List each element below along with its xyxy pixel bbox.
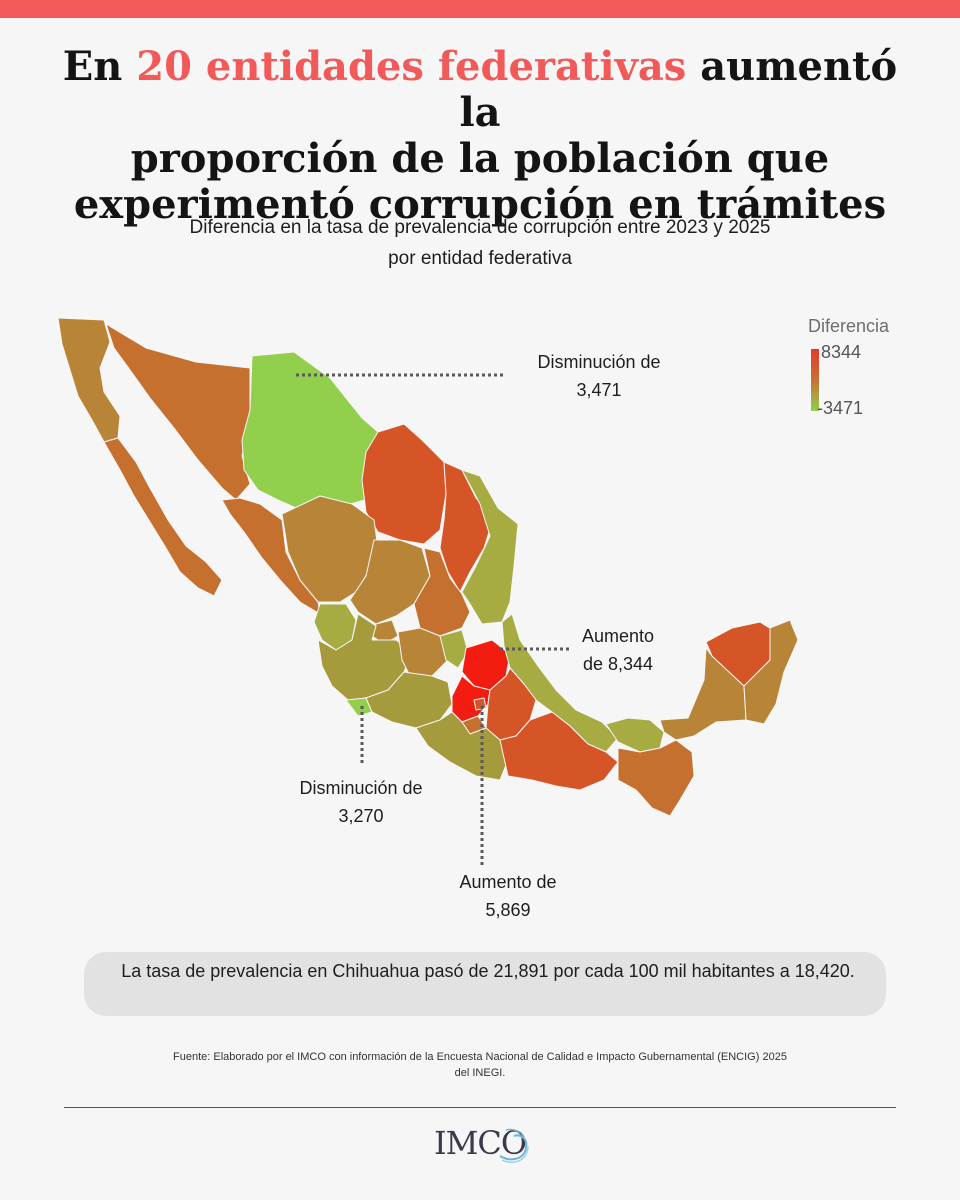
state-baja-california-sur <box>103 437 223 597</box>
note-text: La tasa de prevalencia en Chihuahua pasó… <box>121 961 855 981</box>
callout-chihuahua-line-1: Disminución de <box>537 352 661 372</box>
subtitle-line-2: por entidad federativa <box>388 248 572 269</box>
state-tamaulipas <box>461 469 519 625</box>
mexico-choropleth-map <box>57 317 799 868</box>
note-box <box>84 952 886 1016</box>
state-ciudad-de-mexico <box>473 697 487 711</box>
state-oaxaca <box>499 711 619 791</box>
title-line-3: experimentó corrupción en trámites <box>73 181 887 228</box>
title-line-2: proporción de la población que <box>130 135 830 182</box>
source-note: Fuente: Elaborado por el IMCO con inform… <box>130 1049 830 1081</box>
top-accent-bar <box>0 0 960 18</box>
callout-colima: Disminución de 3,270 <box>278 774 444 830</box>
legend-min-label: -3471 <box>817 398 864 418</box>
source-line-2: del INEGI. <box>454 1067 506 1079</box>
callout-hidalgo: Aumento de 8,344 <box>564 622 672 678</box>
imco-logo: IMCO <box>433 1124 527 1162</box>
logo-swirl-icon <box>499 1128 529 1164</box>
callout-guerrero-line-2: 5,869 <box>485 900 531 920</box>
state-chiapas <box>617 739 695 817</box>
map-subtitle: Diferencia en la tasa de prevalencia de … <box>80 212 880 274</box>
state-queretaro <box>439 629 469 669</box>
page-title: En 20 entidades federativas aumentó la p… <box>40 44 920 228</box>
state-san-luis-potosi <box>413 547 471 637</box>
callout-colima-line-1: Disminución de <box>299 778 423 798</box>
footer-divider <box>64 1107 896 1108</box>
state-zacatecas <box>349 539 431 625</box>
state-tabasco <box>605 717 665 753</box>
title-prefix: En <box>62 43 137 90</box>
state-coahuila <box>361 423 447 545</box>
subtitle-line-1: Diferencia en la tasa de prevalencia de … <box>189 217 771 238</box>
state-quintana-roo <box>743 619 799 725</box>
legend-title: Diferencia <box>808 316 890 336</box>
callout-chihuahua-line-2: 3,471 <box>576 380 622 400</box>
callout-chihuahua: Disminución de 3,471 <box>522 348 676 404</box>
title-accent: 20 entidades federativas <box>136 43 687 90</box>
source-line-1: Fuente: Elaborado por el IMCO con inform… <box>173 1051 787 1063</box>
callout-colima-line-2: 3,270 <box>338 806 384 826</box>
state-guanajuato <box>397 627 449 677</box>
callout-hidalgo-line-1: Aumento <box>581 626 655 646</box>
callout-hidalgo-line-2: de 8,344 <box>582 654 654 674</box>
title-suffix: aumentó la <box>459 43 898 136</box>
state-nuevo-leon <box>439 461 495 593</box>
callout-guerrero-line-1: Aumento de <box>459 872 557 892</box>
legend-color-scale <box>811 349 819 411</box>
legend-max-label: 8344 <box>821 342 862 362</box>
callout-guerrero: Aumento de 5,869 <box>440 868 576 924</box>
